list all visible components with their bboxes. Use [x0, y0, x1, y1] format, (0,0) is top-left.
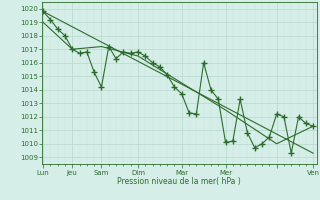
X-axis label: Pression niveau de la mer( hPa ): Pression niveau de la mer( hPa ): [117, 177, 241, 186]
